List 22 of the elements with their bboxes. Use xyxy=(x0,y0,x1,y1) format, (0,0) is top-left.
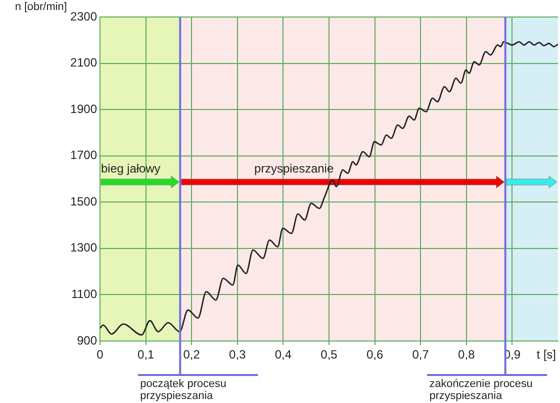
y-axis-title: n [obr/min] xyxy=(14,1,68,13)
x-tick-label: 0,8 xyxy=(458,348,476,362)
text: zakończenie procesu przyspieszania xyxy=(427,374,548,402)
x-tick-label: 0,1 xyxy=(137,348,154,362)
line-series xyxy=(100,41,558,336)
x-tick-label: 0,6 xyxy=(366,348,384,362)
x-tick-label: 0,4 xyxy=(274,348,292,362)
y-tick-label: 1500 xyxy=(70,194,98,208)
x-tick-label: 0,2 xyxy=(183,348,200,362)
y-tick-label: 2100 xyxy=(70,56,98,70)
x-tick-label: 0 xyxy=(96,348,104,362)
text: początek procesu przyspieszania xyxy=(138,374,258,402)
y-tick-label: 1300 xyxy=(70,240,98,255)
y-tick-label: 900 xyxy=(76,333,98,348)
y-tick-label: 1900 xyxy=(70,102,98,116)
x-tick-label: 0,5 xyxy=(320,348,338,362)
y-tick-label: 2300 xyxy=(70,9,98,24)
x-axis-title: t [s] xyxy=(536,347,556,362)
x-tick-label: 0,7 xyxy=(412,348,430,362)
y-tick-label: 1100 xyxy=(71,287,98,302)
y-tick-label: 1700 xyxy=(70,148,98,162)
x-tick-label: 0,3 xyxy=(229,348,246,362)
